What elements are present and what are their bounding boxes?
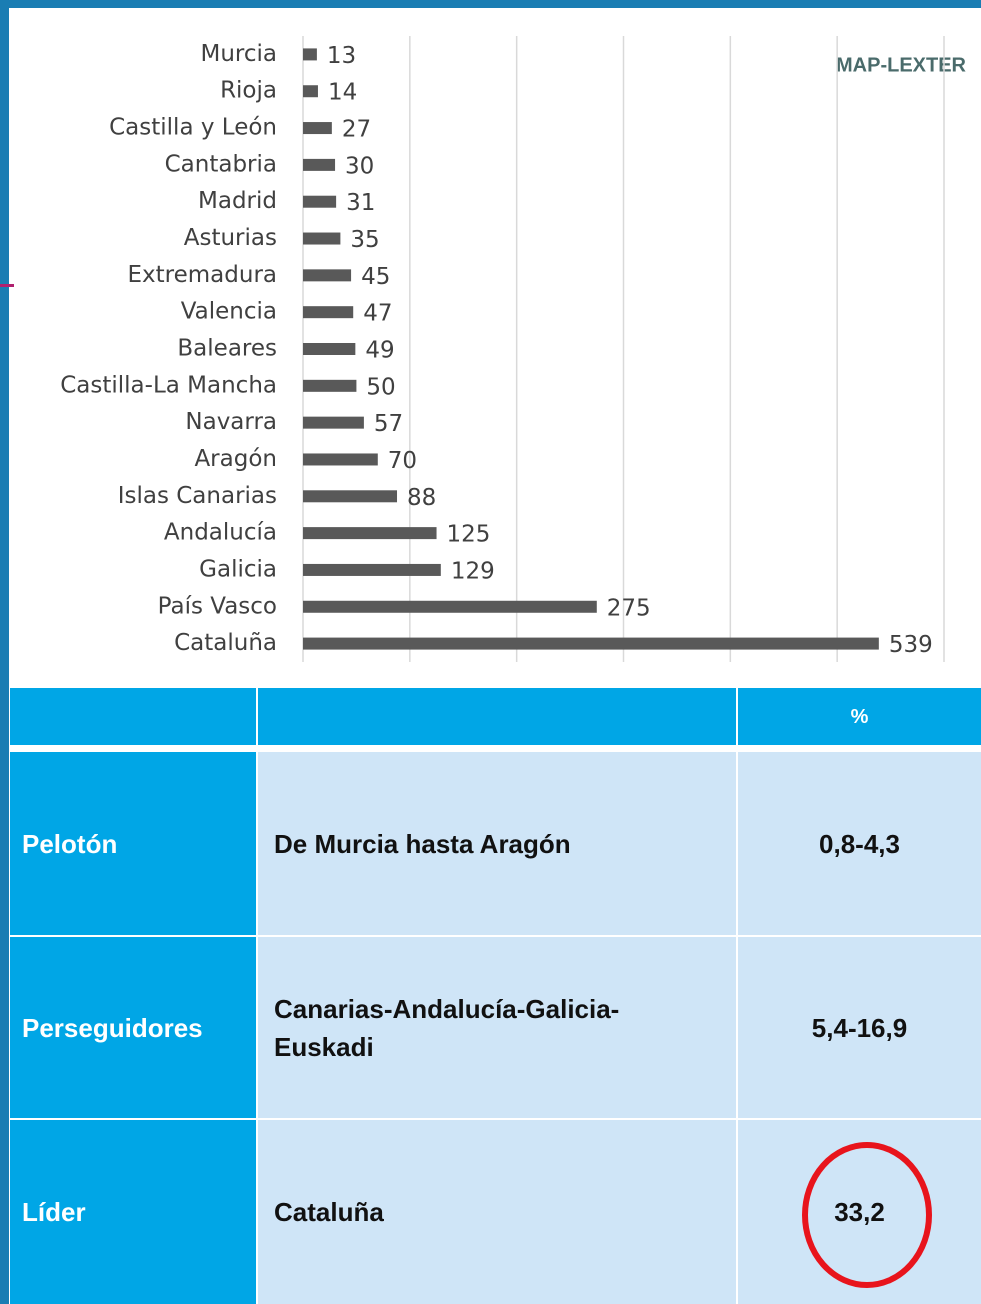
category-label: Andalucía <box>164 520 277 546</box>
header-cell <box>258 688 736 745</box>
bar <box>303 563 441 576</box>
value-label: 30 <box>345 153 374 179</box>
category-label: Cataluña <box>174 630 277 656</box>
category-label: Navarra <box>185 409 277 435</box>
category-label: Cantabria <box>165 151 277 177</box>
category-label: Castilla-La Mancha <box>60 372 277 398</box>
category-label: Castilla y León <box>109 115 277 141</box>
row-label: Perseguidores <box>10 937 256 1118</box>
category-label: Islas Canarias <box>118 483 277 509</box>
value-label: 45 <box>361 264 390 290</box>
accent <box>0 284 14 287</box>
bar <box>303 306 354 319</box>
category-label: Madrid <box>198 188 277 214</box>
value-label: 13 <box>327 43 356 69</box>
chart: MAP-LEXTER Murcia 13 Rioja 14 Castilla y Leó… <box>60 36 967 662</box>
bar <box>303 637 879 650</box>
bar <box>303 158 336 171</box>
category-label: País Vasco <box>158 593 277 619</box>
category-label: Valencia <box>181 299 277 325</box>
bar <box>303 416 364 429</box>
value-label: 49 <box>365 338 394 364</box>
cell: De Murcia hasta Aragón <box>258 752 736 935</box>
category-label: Baleares <box>177 336 277 362</box>
value-label: 275 <box>607 595 651 621</box>
bar <box>303 343 356 355</box>
value-label: 47 <box>363 301 392 327</box>
value-label: 50 <box>366 374 395 400</box>
bar <box>303 195 337 208</box>
frame-top <box>0 0 981 8</box>
value-label: 35 <box>350 227 379 253</box>
cell: 0,8-4,3 <box>738 752 981 935</box>
category-label: Galicia <box>199 556 277 582</box>
value-label: 31 <box>346 190 375 216</box>
cell: 33,2 <box>738 1120 981 1304</box>
value-label: 27 <box>342 117 371 143</box>
header-cell: % <box>738 688 981 745</box>
value-label: 70 <box>388 448 417 474</box>
bar <box>303 85 318 98</box>
value-label: 57 <box>374 411 403 437</box>
bar <box>303 379 357 392</box>
bar <box>303 232 341 245</box>
cell: 5,4-16,9 <box>738 937 981 1118</box>
row-label: Líder <box>10 1120 256 1304</box>
value-label: 125 <box>447 522 491 548</box>
value-label: 14 <box>328 80 357 106</box>
bar <box>303 122 332 135</box>
annotation: MAP-LEXTER <box>836 54 967 76</box>
row-label: Pelotón <box>10 752 256 935</box>
header-cell <box>10 688 256 745</box>
value-label: 539 <box>889 632 933 658</box>
category-label: Extremadura <box>128 262 278 288</box>
bar <box>303 527 437 540</box>
cell: Canarias-Andalucía-Galicia-Euskadi <box>258 937 736 1118</box>
cell: Cataluña <box>258 1120 736 1304</box>
category-label: Asturias <box>184 225 277 251</box>
frame-left <box>0 0 9 1304</box>
bar <box>303 48 317 61</box>
value-label: 88 <box>407 485 436 511</box>
bar <box>303 269 352 282</box>
bar <box>303 453 378 466</box>
bar <box>303 490 398 503</box>
category-label: Aragón <box>194 446 277 472</box>
category-label: Murcia <box>200 41 277 67</box>
category-label: Rioja <box>220 78 277 104</box>
bar <box>303 600 597 613</box>
value-label: 129 <box>451 558 495 584</box>
